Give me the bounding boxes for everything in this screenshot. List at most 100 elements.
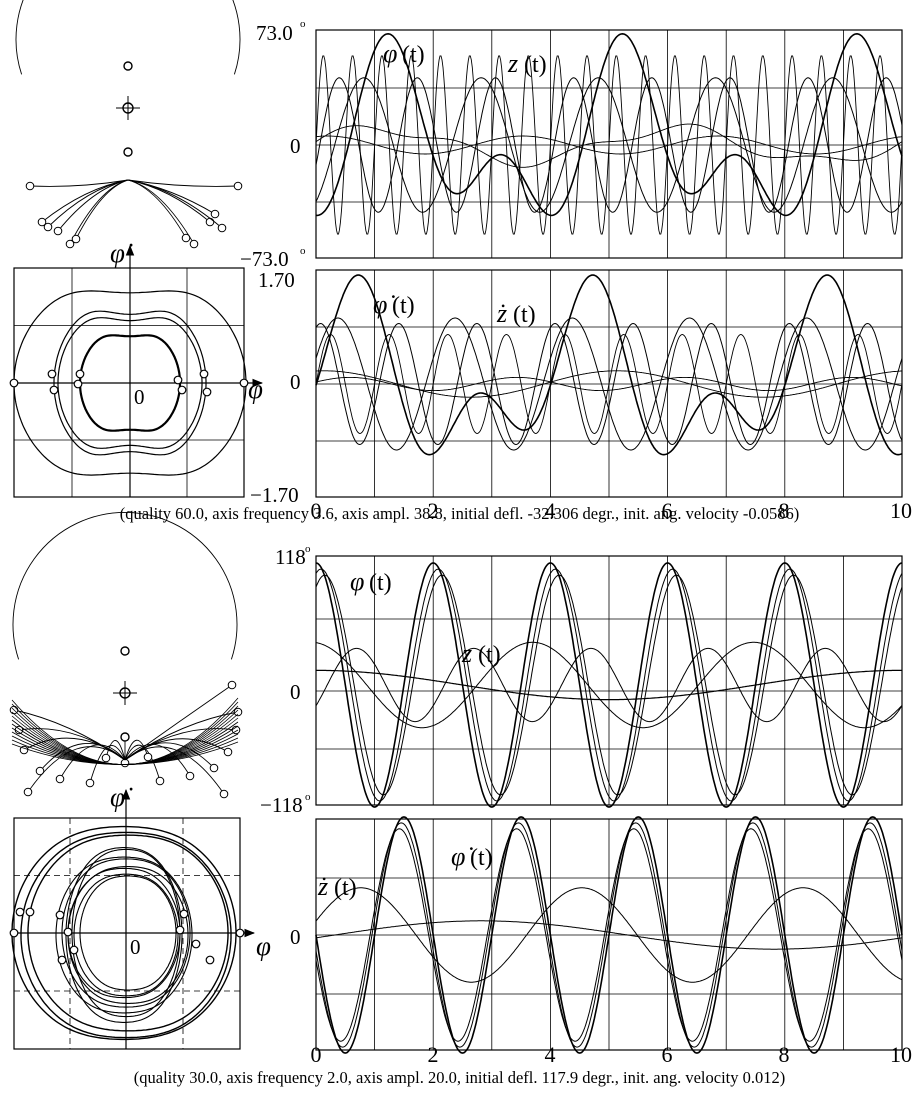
p2-bot-curve xyxy=(315,920,903,950)
x-tick-label-8: 8 xyxy=(779,498,790,523)
x-tick-label-2: 2 xyxy=(428,498,439,523)
p1-bot-curve xyxy=(315,322,903,446)
p2-pendulum-bob xyxy=(85,778,95,788)
p1-pendulum-bob xyxy=(181,233,191,243)
p2-pendulum-pendulum-trace xyxy=(27,746,126,793)
p2-pendulum-pendulum-trace xyxy=(89,744,126,784)
p1-top-ymin-degree: o xyxy=(300,245,306,257)
p1-bot-curve xyxy=(315,334,903,434)
p1-pendulum-pivot-bottom xyxy=(123,147,133,157)
p2-phase-x-axis-label: φ xyxy=(256,931,271,961)
p2-pendulum-bob xyxy=(233,707,243,717)
p1-top-ymax-label: 73.0 xyxy=(256,21,293,45)
p2-phase-marker xyxy=(235,928,245,938)
p1-top-yzero-label: 0 xyxy=(290,134,301,158)
p2-pendulum-pendulum-trace xyxy=(124,739,149,761)
p1-pendulum-rotor-arc xyxy=(15,0,241,75)
p1-zdot-curve-arg: (t) xyxy=(513,302,536,328)
x-tick-label-2: 2 xyxy=(428,1042,439,1067)
p2-pendulum-pendulum-trace xyxy=(124,746,225,795)
p2-bottom-yzero-label: 0 xyxy=(290,925,301,949)
p1-pendulum-bob xyxy=(53,226,63,236)
p2-phase-phase-loop xyxy=(61,858,191,1008)
p1-pendulum-bob xyxy=(210,209,220,219)
p2-phase-marker xyxy=(15,907,25,917)
p1-phase-x-axis-label: φ xyxy=(248,374,263,404)
p1-phidot-curve-arg: (t) xyxy=(392,293,415,319)
p1-top-ymax-degree: o xyxy=(300,18,306,30)
p1-top-ymin-label: −73.0 xyxy=(240,247,289,271)
p1-top-curve xyxy=(315,77,903,213)
x-tick-label-6: 6 xyxy=(662,498,673,523)
p2-phase-marker xyxy=(205,955,215,965)
p1-top-curve xyxy=(315,77,903,213)
p1-pendulum-bob xyxy=(233,181,243,191)
panel-1-caption: (quality 60.0, axis frequency 3.6, axis … xyxy=(119,504,800,523)
p2-z-curve-label: z xyxy=(461,639,472,668)
x-tick-label-4: 4 xyxy=(545,498,556,523)
p2-top-curve xyxy=(315,568,903,802)
p1-phase-marker xyxy=(199,369,209,379)
p2-pendulum-bob xyxy=(55,774,65,784)
p2-zdot-curve-arg: (t) xyxy=(334,875,357,901)
p1-bot-curve xyxy=(315,274,903,456)
p1-phase-marker xyxy=(202,387,212,397)
p1-phase-marker xyxy=(173,375,183,385)
p1-phase-marker xyxy=(73,379,83,389)
p2-pendulum-bob xyxy=(23,787,33,797)
p1-pendulum-pendulum-trace xyxy=(127,179,195,245)
p2-top-curve xyxy=(315,641,903,729)
p2-pendulum-bob xyxy=(143,752,153,762)
p2-phi-curve-arg: (t) xyxy=(369,570,392,596)
p2-pendulum-bob xyxy=(35,766,45,776)
p1-phi-curve-arg: (t) xyxy=(402,42,425,68)
p2-top-curve xyxy=(315,574,903,796)
p2-pendulum-bob xyxy=(185,771,195,781)
p2-bot-curve xyxy=(315,828,903,1042)
p2-phase-phase-loop xyxy=(55,856,193,1014)
p2-zdot-curve-label: ż xyxy=(317,872,328,901)
p2-pendulum-pendulum-trace xyxy=(39,742,126,772)
p1-phase-phase-loop xyxy=(53,310,207,456)
p2-phase-phase-loop xyxy=(27,834,229,1032)
p1-phase-marker xyxy=(177,385,187,395)
p1-phase-origin-label: 0 xyxy=(134,385,145,409)
p2-pendulum-pendulum-trace xyxy=(59,744,126,780)
p2-pendulum-pendulum-trace xyxy=(124,743,191,777)
p2-top-ymin-degree: o xyxy=(305,791,311,803)
p2-phase-y-axis-label: φ̇ xyxy=(110,782,133,812)
p1-pendulum-bob xyxy=(189,239,199,249)
p1-bottom-ymax-label: 1.70 xyxy=(258,268,295,292)
p2-top-ymax-label: 118 xyxy=(275,545,306,569)
p1-phase-phase-loop xyxy=(57,317,203,449)
p2-phase-marker xyxy=(25,907,35,917)
p2-pendulum-bob xyxy=(209,763,219,773)
p1-top-curve xyxy=(315,32,903,217)
p1-phase-marker xyxy=(49,385,59,395)
p2-bot-curve xyxy=(315,887,903,983)
p2-top-curve xyxy=(315,562,903,808)
p2-phase-marker xyxy=(55,910,65,920)
x-tick-label-4: 4 xyxy=(545,1042,556,1067)
p1-phi-curve-label: φ xyxy=(383,39,397,68)
p1-pendulum-pendulum-trace xyxy=(127,179,223,229)
p2-pendulum-bob xyxy=(19,745,29,755)
p1-pendulum-bob xyxy=(43,222,53,232)
p1-pendulum-pendulum-trace xyxy=(47,179,129,228)
x-tick-label-8: 8 xyxy=(779,1042,790,1067)
p2-phase-marker xyxy=(63,927,73,937)
p2-pendulum-pendulum-trace xyxy=(124,742,215,769)
p1-pendulum-bob xyxy=(25,181,35,191)
p2-phase-origin-label: 0 xyxy=(130,935,141,959)
x-tick-label-10: 10 xyxy=(890,498,912,523)
p2-pendulum-rotor-arc xyxy=(12,511,238,660)
p1-z-curve-label: z xyxy=(507,49,518,78)
p2-pendulum-bob xyxy=(219,789,229,799)
p2-pendulum-bob xyxy=(120,758,130,768)
p1-pendulum-bob xyxy=(217,223,227,233)
p1-pendulum-pivot-top xyxy=(123,61,133,71)
p1-pendulum-bob xyxy=(205,217,215,227)
p1-phase-marker xyxy=(47,369,57,379)
p2-phase-marker xyxy=(175,925,185,935)
panel-2-caption: (quality 30.0, axis frequency 2.0, axis … xyxy=(133,1068,786,1087)
